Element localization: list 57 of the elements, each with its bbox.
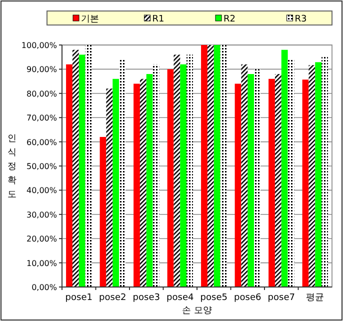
y-tick-label: 70,00% <box>26 114 58 123</box>
bar <box>201 45 208 287</box>
x-tick-label: 평균 <box>306 293 324 303</box>
y-tick-label: 10,00% <box>26 258 58 268</box>
bar <box>308 65 316 287</box>
y-tick-label: 90,00% <box>26 65 58 74</box>
y-tick-label: 60,00% <box>26 138 58 147</box>
bar <box>66 64 72 287</box>
bar <box>248 74 254 287</box>
y-tick-label: 20,00% <box>26 234 58 244</box>
y-tick-label: 50,00% <box>26 162 58 171</box>
bar <box>288 60 294 287</box>
y-axis-title: 인식정확도 <box>8 134 16 200</box>
x-tick-label: pose7 <box>268 293 295 303</box>
bar <box>274 74 282 287</box>
bar <box>112 78 120 287</box>
x-tick-label: pose5 <box>200 293 228 303</box>
bar <box>100 136 106 287</box>
bar <box>174 54 180 287</box>
bar <box>315 62 322 287</box>
y-tick-label: 100,00% <box>21 41 58 50</box>
legend-label: R1 <box>152 14 164 24</box>
bar <box>322 56 328 287</box>
y-tick-label: 30,00% <box>26 210 58 220</box>
bar <box>207 45 214 287</box>
legend-label: R3 <box>294 14 307 24</box>
x-tick-label: pose1 <box>65 293 92 303</box>
bar <box>167 69 174 287</box>
bar <box>85 45 92 287</box>
bar <box>302 80 309 287</box>
bar <box>220 45 227 287</box>
bar <box>140 78 146 287</box>
x-tick-label: pose6 <box>234 293 262 303</box>
bar <box>214 45 220 287</box>
x-axis-title: 손 모양 <box>182 306 212 316</box>
y-tick-label: 40,00% <box>26 186 58 196</box>
bar <box>234 84 242 287</box>
bar <box>186 54 193 287</box>
y-tick-label: 80,00% <box>26 89 58 98</box>
legend-label: R2 <box>224 14 236 24</box>
bar <box>119 60 126 287</box>
bar <box>78 54 86 287</box>
bar <box>134 84 140 287</box>
x-tick-label: pose4 <box>166 293 194 303</box>
bar <box>72 50 79 287</box>
bar <box>268 78 275 287</box>
bar <box>180 64 187 287</box>
y-tick-label: 0,00% <box>32 283 58 292</box>
x-tick-label: pose3 <box>132 293 160 303</box>
x-tick-label: pose2 <box>99 293 126 303</box>
legend-label: 기본 <box>81 14 99 24</box>
bar <box>254 69 260 287</box>
bar <box>241 64 248 287</box>
bar <box>146 74 153 287</box>
bar <box>106 88 113 287</box>
bar <box>281 50 288 287</box>
bar <box>152 64 160 287</box>
